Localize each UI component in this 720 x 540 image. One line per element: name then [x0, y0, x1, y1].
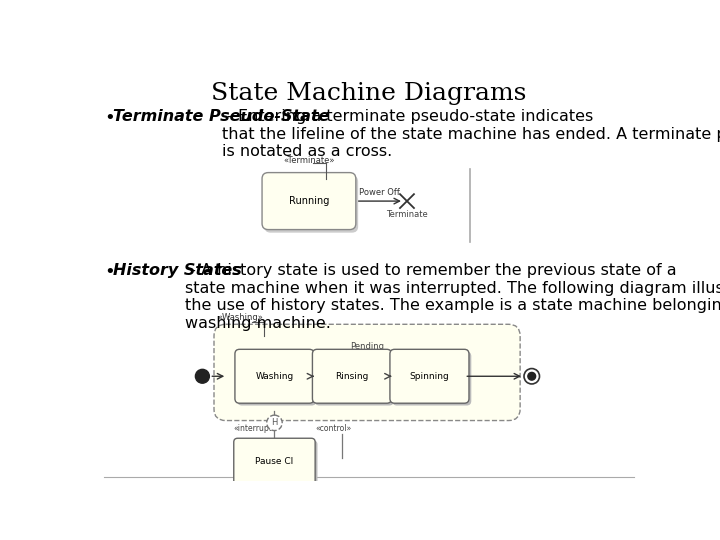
- FancyBboxPatch shape: [234, 438, 315, 484]
- Circle shape: [528, 373, 536, 380]
- Text: Washing: Washing: [256, 372, 294, 381]
- Circle shape: [266, 415, 282, 430]
- FancyBboxPatch shape: [235, 349, 314, 403]
- FancyBboxPatch shape: [390, 349, 469, 403]
- Text: Power Off: Power Off: [359, 188, 400, 197]
- Text: Pause CI: Pause CI: [256, 457, 294, 466]
- FancyBboxPatch shape: [214, 325, 520, 421]
- Circle shape: [524, 369, 539, 384]
- Text: Pending: Pending: [350, 342, 384, 351]
- FancyBboxPatch shape: [238, 352, 316, 406]
- FancyBboxPatch shape: [392, 352, 472, 406]
- Text: State Machine Diagrams: State Machine Diagrams: [211, 82, 527, 105]
- FancyBboxPatch shape: [262, 173, 356, 230]
- Text: «Terminate»: «Terminate»: [284, 156, 336, 165]
- Text: Terminate Pseudo-State: Terminate Pseudo-State: [113, 110, 330, 124]
- FancyBboxPatch shape: [315, 352, 394, 406]
- Text: H: H: [271, 418, 278, 427]
- Text: «interrupt»: «interrupt»: [234, 424, 277, 433]
- Text: •: •: [104, 110, 114, 127]
- Text: «control»: «control»: [315, 424, 351, 433]
- Circle shape: [195, 369, 210, 383]
- Text: - A history state is used to remember the previous state of a
state machine when: - A history state is used to remember th…: [184, 264, 720, 330]
- FancyBboxPatch shape: [264, 176, 358, 233]
- Text: Rinsing: Rinsing: [336, 372, 369, 381]
- Text: - Entering a terminate pseudo-state indicates
that the lifeline of the state mac: - Entering a terminate pseudo-state indi…: [222, 110, 720, 159]
- Text: Spinning: Spinning: [410, 372, 449, 381]
- Text: History States: History States: [113, 264, 242, 279]
- Text: «Washing»: «Washing»: [218, 313, 264, 322]
- Text: Terminate: Terminate: [386, 211, 428, 219]
- FancyBboxPatch shape: [312, 349, 392, 403]
- Text: Running: Running: [289, 196, 329, 206]
- FancyBboxPatch shape: [236, 441, 318, 487]
- Text: •: •: [104, 264, 114, 281]
